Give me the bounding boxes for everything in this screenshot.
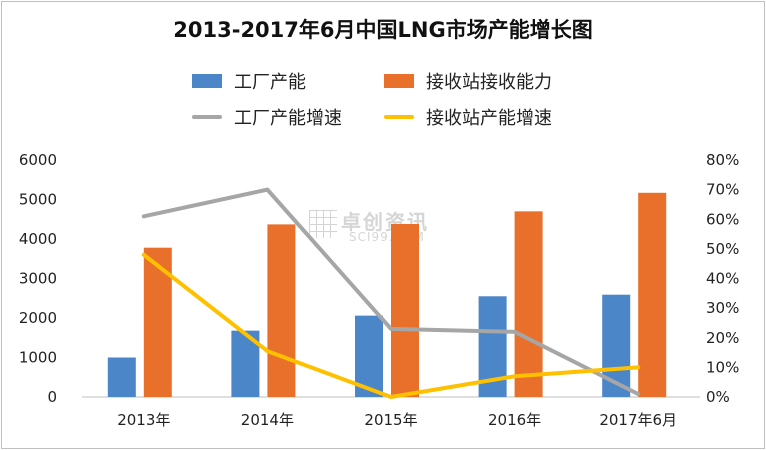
bar-terminal-capacity: [638, 192, 667, 397]
y-right-tick-label: 50%: [706, 240, 739, 258]
legend-item-factory-growth: 工厂产能增速: [192, 104, 342, 130]
y-left-tick-label: 2000: [19, 309, 57, 327]
legend-item-terminal-capacity: 接收站接收能力: [384, 68, 552, 94]
x-tick-label: 2014年: [241, 411, 294, 429]
legend-label-terminal-capacity: 接收站接收能力: [426, 72, 552, 93]
bar-terminal-capacity: [391, 223, 419, 397]
x-tick-label: 2013年: [117, 411, 170, 429]
legend-swatch-factory-capacity: [192, 74, 222, 88]
y-left-tick-label: 3000: [19, 270, 57, 288]
bar-terminal-capacity: [143, 247, 172, 397]
y-left-tick-label: 6000: [19, 151, 57, 169]
chart-title: 2013-2017年6月中国LNG市场产能增长图: [173, 18, 593, 42]
line-terminal-growth: [141, 252, 641, 399]
legend-label-factory-capacity: 工厂产能: [234, 72, 306, 93]
y-right-tick-label: 40%: [706, 270, 739, 288]
y-right-tick-label: 20%: [706, 329, 739, 347]
y-right-tick-label: 80%: [706, 151, 739, 169]
legend-swatch-terminal-capacity: [384, 74, 414, 88]
y-left-tick-label: 5000: [19, 191, 57, 209]
legend-label-factory-growth: 工厂产能增速: [234, 108, 342, 129]
y-right-tick-label: 70%: [706, 181, 739, 199]
y-right-tick-label: 0%: [706, 388, 730, 406]
y-left-tick-label: 4000: [19, 230, 57, 248]
bar-factory-capacity: [107, 357, 136, 397]
x-tick-label: 2016年: [488, 411, 541, 429]
bar-terminal-capacity: [514, 211, 543, 397]
x-tick-label: 2015年: [364, 411, 417, 429]
y-right-tick-label: 60%: [706, 210, 739, 228]
legend-swatch-terminal-growth: [384, 115, 414, 119]
y-right-tick-label: 30%: [706, 299, 739, 317]
bar-terminal-capacity: [267, 224, 296, 397]
y-left-tick-label: 1000: [19, 349, 57, 367]
y-left-tick-label: 0: [47, 388, 57, 406]
line-factory-growth: [141, 187, 641, 397]
legend-label-terminal-growth: 接收站产能增速: [426, 108, 552, 129]
watermark-grid-icon: [309, 210, 337, 238]
legend-item-factory-capacity: 工厂产能: [192, 68, 306, 94]
y-right-tick-label: 10%: [706, 358, 739, 376]
legend-item-terminal-growth: 接收站产能增速: [384, 104, 552, 130]
legend-swatch-factory-growth: [192, 115, 222, 119]
x-tick-label: 2017年6月: [599, 411, 677, 429]
